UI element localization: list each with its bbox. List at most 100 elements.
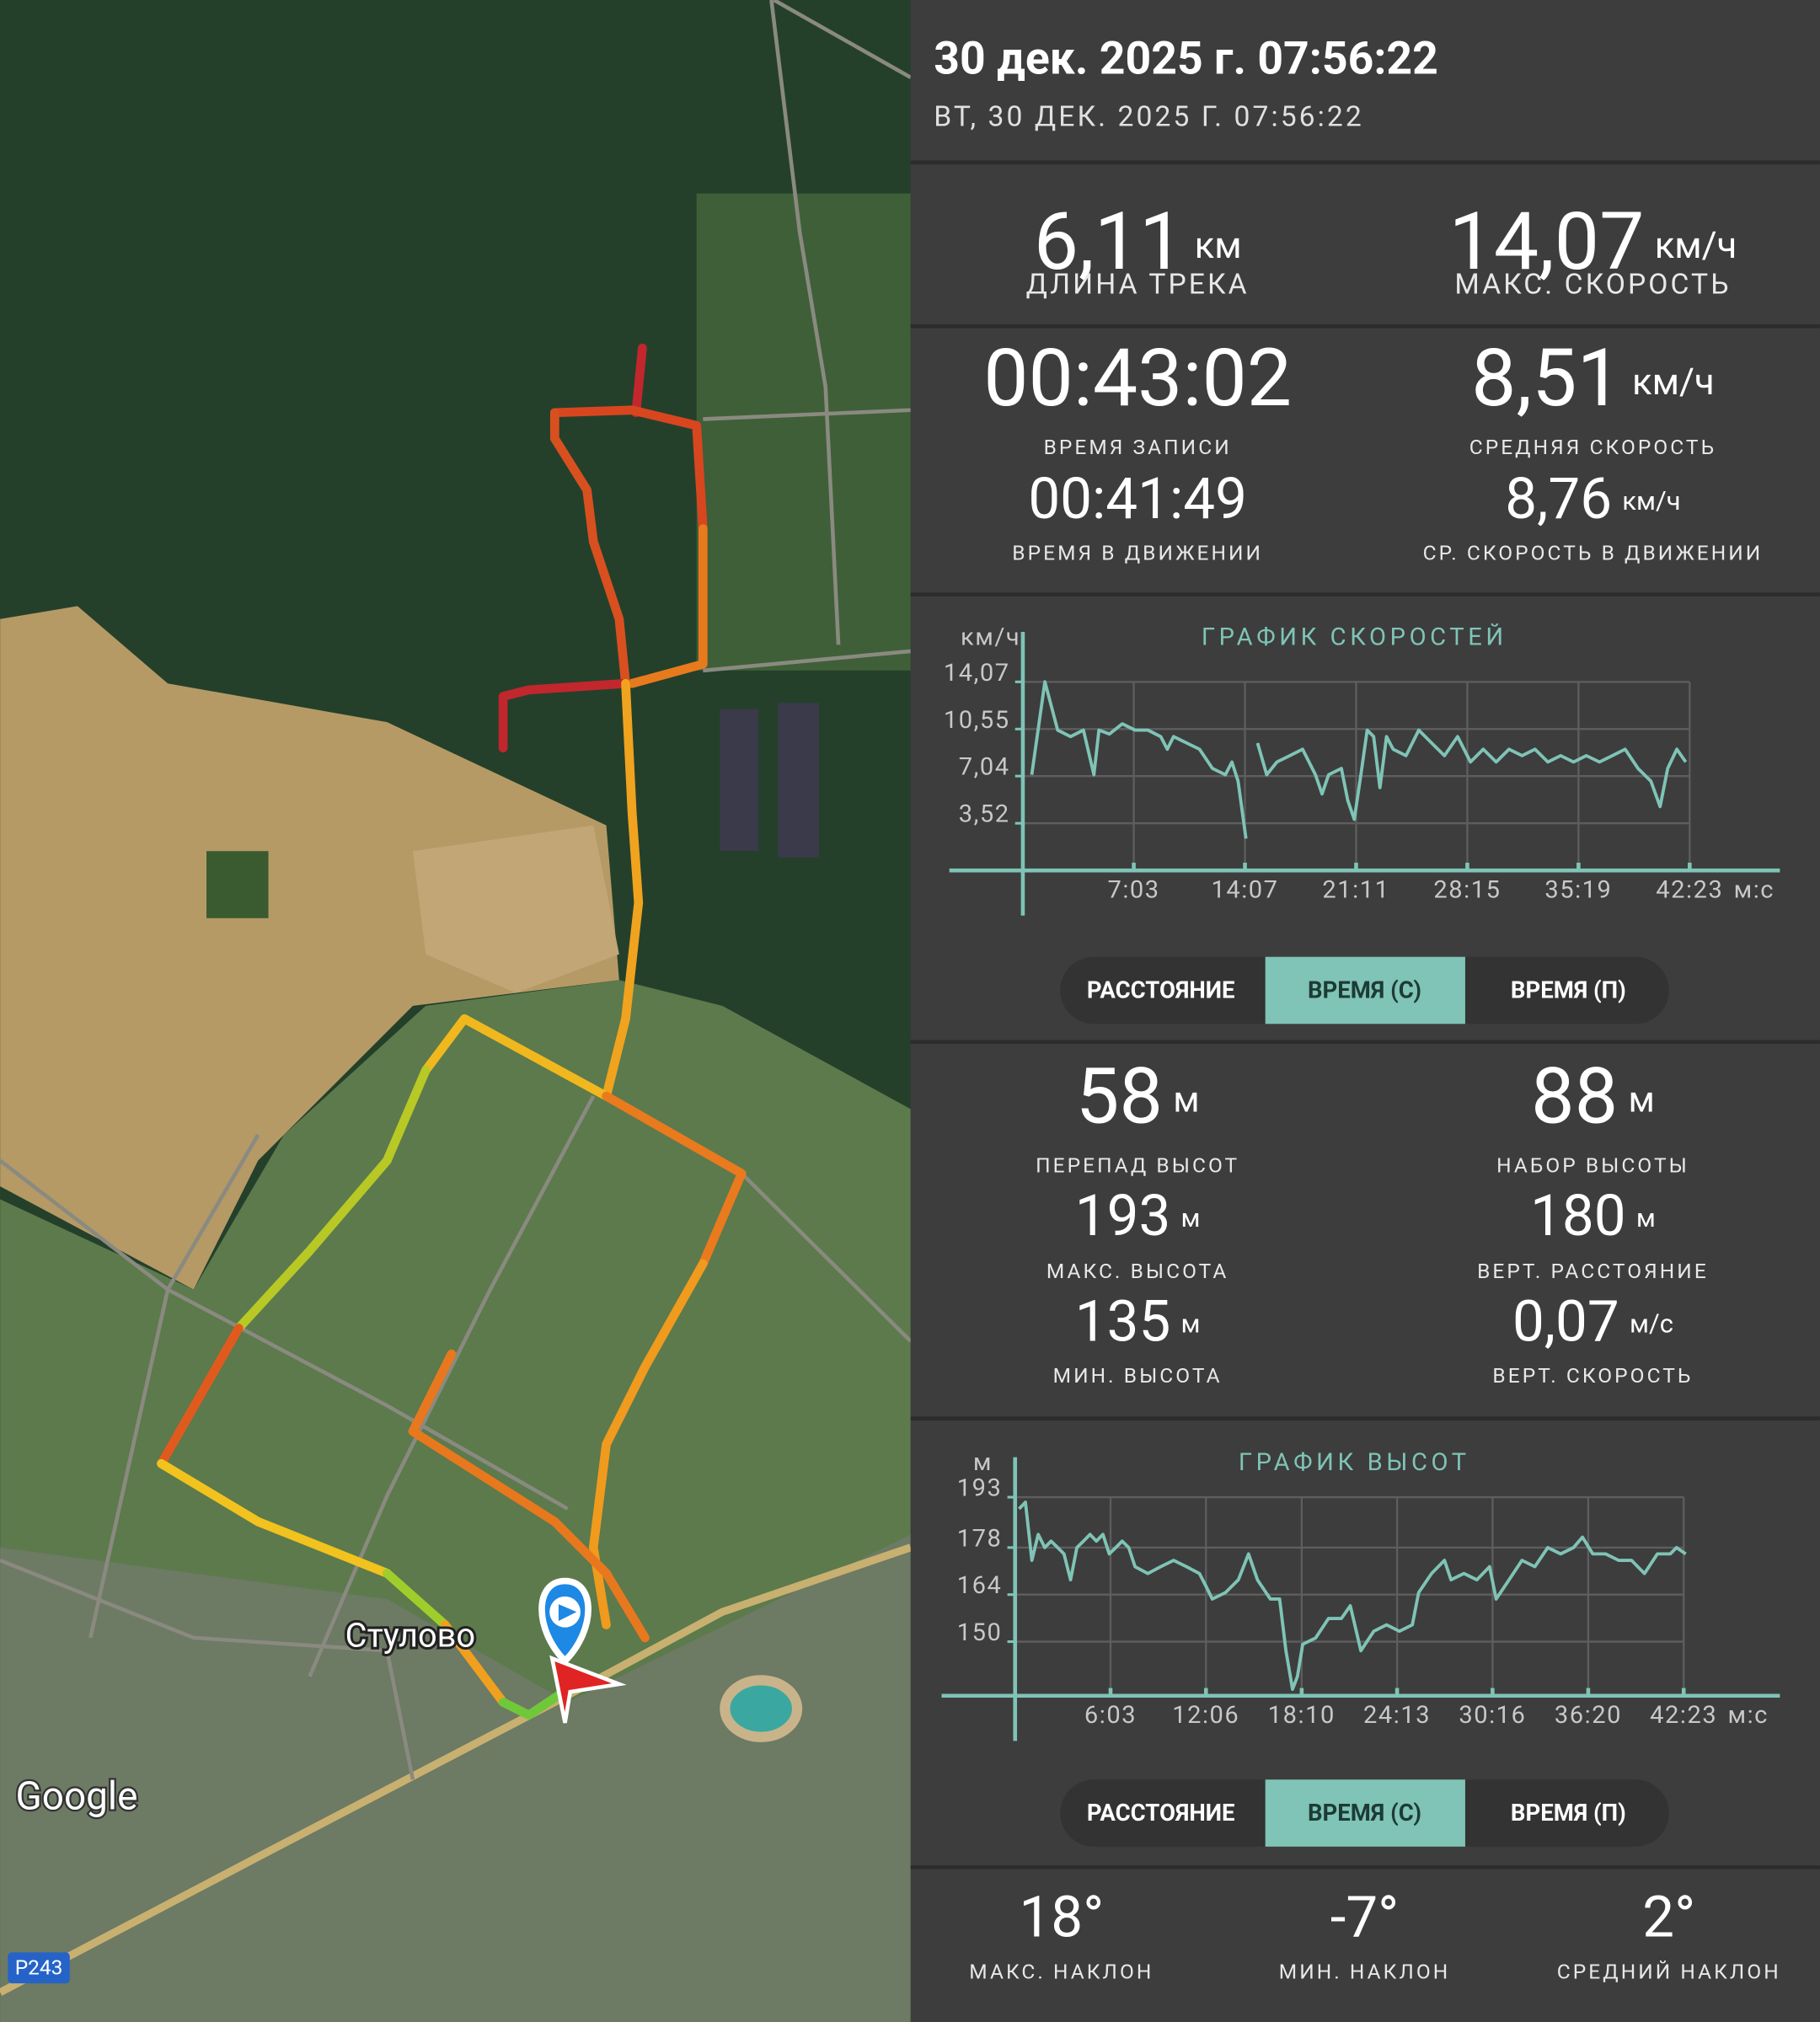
track	[157, 343, 747, 1720]
x-unit: м:с	[1728, 1701, 1769, 1730]
x-tick-label: 35:19	[1544, 875, 1612, 904]
stat-unit: км/ч	[1632, 361, 1715, 404]
stat-label: НАБОР ВЫСОТЫ	[1496, 1153, 1689, 1178]
stat-number: 8,51	[1471, 332, 1622, 425]
x-tick-label: 30:16	[1459, 1701, 1526, 1730]
x-tick-label: 24:13	[1363, 1701, 1431, 1730]
stat-unit: м	[1181, 1202, 1201, 1233]
mode-selected	[1265, 956, 1465, 1024]
header-subtitle: ВТ, 30 ДЕК. 2025 Г. 07:56:22	[934, 101, 1364, 134]
stat-value: 8,76 км/ч	[1505, 467, 1680, 532]
stat-value: 00:41:49	[1028, 467, 1247, 532]
stat-number: 180	[1530, 1184, 1626, 1249]
stat-value: 6,11 км	[1034, 195, 1242, 289]
play-icon	[558, 1604, 577, 1621]
x-tick-label: 42:23	[1650, 1701, 1717, 1730]
mode-option[interactable]: ВРЕМЯ (С)	[1308, 1799, 1421, 1827]
stat-label: МИН. ВЫСОТА	[1053, 1363, 1223, 1388]
data-line	[1030, 680, 1688, 839]
stat-value: 88 м	[1531, 1052, 1655, 1142]
pond	[720, 1675, 803, 1742]
gardens	[696, 193, 911, 671]
stat-number: 0,07	[1512, 1289, 1619, 1355]
y-tick-label: 193	[957, 1474, 1003, 1503]
stat-label: МАКС. ВЫСОТА	[1046, 1259, 1229, 1283]
stat-number: 135	[1075, 1289, 1171, 1355]
stat-value: 8,51 км/ч	[1471, 332, 1715, 425]
stat-number: 2°	[1642, 1885, 1695, 1950]
stat-value: 135 м	[1075, 1289, 1201, 1355]
x-tick-label: 14:07	[1211, 875, 1278, 904]
mode-option[interactable]: РАССТОЯНИЕ	[1087, 976, 1235, 1003]
stat-label: СРЕДНЯЯ СКОРОСТЬ	[1469, 435, 1716, 459]
building	[778, 703, 820, 858]
stat-unit: км	[1195, 223, 1242, 266]
building	[720, 709, 759, 852]
x-tick-label: 42:23	[1656, 875, 1723, 904]
road-badge	[8, 1952, 70, 1984]
stat-number: 18°	[1019, 1885, 1104, 1950]
stat-number: -7°	[1330, 1885, 1400, 1950]
mode-option[interactable]: ВРЕМЯ (П)	[1511, 976, 1626, 1003]
stat-number: 8,76	[1505, 467, 1612, 532]
stat-value: 14,07 км/ч	[1449, 195, 1737, 289]
stat-unit: м	[1636, 1202, 1656, 1233]
dividers	[910, 160, 1820, 1870]
field	[412, 825, 619, 993]
stat-label: ВРЕМЯ В ДВИЖЕНИИ	[1012, 541, 1263, 565]
x-tick-label: 6:03	[1084, 1701, 1137, 1730]
y-tick-label: 7,04	[959, 753, 1010, 782]
map: Стулово Google Р243	[0, 0, 913, 2022]
stat-unit: м	[1629, 1080, 1655, 1121]
stat-label: МАКС. СКОРОСТЬ	[1454, 269, 1731, 302]
data-line	[1018, 1500, 1687, 1692]
stat-unit: м/с	[1630, 1308, 1673, 1340]
stat-number: 6,11	[1034, 195, 1185, 289]
stat-number: 14,07	[1449, 195, 1645, 289]
stat-value: -7°	[1330, 1885, 1400, 1950]
mode-option[interactable]: ВРЕМЯ (С)	[1308, 976, 1421, 1003]
stat-label: ДЛИНА ТРЕКА	[1026, 269, 1250, 302]
header-title: 30 дек. 2025 г. 07:56:22	[934, 33, 1438, 86]
grove	[206, 851, 269, 918]
stat-number: 00:41:49	[1028, 467, 1247, 532]
field	[0, 606, 619, 1290]
stat-value: 193 м	[1075, 1184, 1201, 1249]
y-tick-label: 150	[957, 1618, 1003, 1647]
stat-label: ПЕРЕПАД ВЫСОТ	[1036, 1153, 1239, 1178]
roads	[0, 0, 913, 1996]
stat-label: СРЕДНИЙ НАКЛОН	[1557, 1959, 1781, 1983]
y-tick-label: 3,52	[959, 800, 1010, 829]
position-arrow	[549, 1655, 627, 1724]
x-tick-label: 7:03	[1107, 875, 1159, 904]
map-provider: Google	[16, 1773, 138, 1819]
y-tick-label: 164	[957, 1571, 1003, 1600]
y-unit: м	[973, 1448, 993, 1477]
mode-selected	[1265, 1779, 1465, 1847]
stat-number: 88	[1531, 1052, 1618, 1142]
stat-value: 00:43:02	[983, 332, 1292, 425]
stat-label: СР. СКОРОСТЬ В ДВИЖЕНИИ	[1423, 541, 1764, 565]
stat-number: 00:43:02	[983, 332, 1292, 425]
x-tick-label: 21:11	[1322, 875, 1389, 904]
stat-value: 0,07 м/с	[1512, 1289, 1673, 1355]
stat-unit: км/ч	[1655, 223, 1737, 266]
stat-label: ВЕРТ. РАССТОЯНИЕ	[1477, 1259, 1709, 1283]
stat-value: 58 м	[1076, 1052, 1200, 1142]
mode-option[interactable]: ВРЕМЯ (П)	[1511, 1799, 1626, 1827]
stat-unit: м	[1181, 1308, 1201, 1340]
stat-value: 2°	[1642, 1885, 1695, 1950]
y-tick-label: 14,07	[944, 659, 1010, 687]
x-unit: м:с	[1734, 875, 1774, 904]
stat-unit: км/ч	[1622, 485, 1680, 516]
x-tick-label: 36:20	[1555, 1701, 1622, 1730]
x-tick-label: 12:06	[1172, 1701, 1239, 1730]
y-unit: км/ч	[961, 623, 1020, 651]
stat-label: ВЕРТ. СКОРОСТЬ	[1492, 1363, 1693, 1388]
stat-label: ВРЕМЯ ЗАПИСИ	[1044, 435, 1232, 459]
mode-option[interactable]: РАССТОЯНИЕ	[1087, 1799, 1235, 1827]
stat-label: МАКС. НАКЛОН	[969, 1959, 1154, 1983]
place-label: Стулово	[345, 1615, 475, 1655]
chart-title: ГРАФИК ВЫСОТ	[1239, 1448, 1470, 1477]
